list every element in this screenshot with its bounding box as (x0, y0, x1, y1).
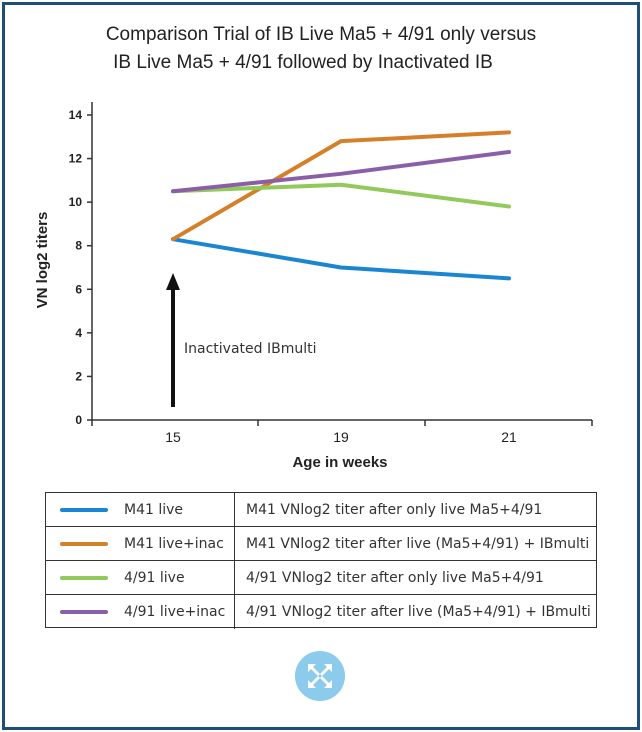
legend-description: M41 VNlog2 titer after only live Ma5+4/9… (246, 502, 543, 518)
legend-row: M41 live+inac M41 VNlog2 titer after liv… (46, 527, 596, 561)
x-tick-label: 19 (333, 429, 349, 445)
legend-series-name: 4/91 live+inac (124, 604, 226, 620)
legend-divider (234, 527, 235, 561)
series-layer (171, 130, 511, 281)
legend-row: 4/91 live+inac 4/91 VNlog2 titer after l… (46, 595, 596, 629)
legend-series-name: 4/91 live (124, 570, 185, 586)
x-axis-label: Age in weeks (292, 454, 387, 471)
y-tick-label: 14 (69, 108, 83, 122)
series-line-m41-live (171, 237, 511, 281)
y-tick-label: 8 (75, 239, 82, 253)
y-tick-label: 12 (69, 152, 83, 166)
annotation-layer: Inactivated IBmulti (166, 273, 316, 407)
x-tick-label: 21 (501, 429, 517, 445)
y-tick-label: 4 (75, 326, 82, 340)
compass-arrows-icon (295, 651, 345, 701)
x-axis: 15 19 21 (91, 419, 593, 445)
legend-divider (234, 595, 235, 629)
y-tick-label: 2 (75, 369, 82, 383)
y-tick-label: 0 (75, 413, 82, 427)
legend-row: M41 live M41 VNlog2 titer after only liv… (46, 493, 596, 527)
y-axis-label: VN log2 titers (34, 212, 51, 309)
legend-divider (234, 493, 235, 527)
legend-swatch (60, 508, 108, 512)
y-tick-label: 10 (69, 195, 83, 209)
line-chart: 0 2 4 6 8 10 12 14 15 19 21 Inactivated IBmulti A… (34, 102, 593, 471)
legend-description: M41 VNlog2 titer after live (Ma5+4/91) +… (246, 536, 590, 552)
annotation-label: Inactivated IBmulti (184, 341, 316, 357)
series-line-4-91-live (171, 182, 511, 209)
x-tick-label: 15 (165, 429, 181, 445)
legend-table: M41 live M41 VNlog2 titer after only liv… (45, 492, 597, 629)
legend-series-name: M41 live (124, 502, 184, 518)
legend-description: 4/91 VNlog2 titer after only live Ma5+4/… (246, 570, 544, 586)
legend-series-name: M41 live+inac (124, 536, 224, 552)
chart-title-line-1: Comparison Trial of IB Live Ma5 + 4/91 o… (105, 24, 537, 45)
legend-swatch (60, 610, 108, 614)
y-axis: 0 2 4 6 8 10 12 14 (69, 102, 93, 427)
legend-row: 4/91 live 4/91 VNlog2 titer after only l… (46, 561, 596, 595)
series-line-m41-live-inac (171, 130, 511, 242)
legend-description: 4/91 VNlog2 titer after live (Ma5+4/91) … (246, 604, 591, 620)
y-tick-label: 6 (75, 282, 82, 296)
series-line-4-91-live-inac (171, 150, 511, 194)
chart-title-line-2: IB Live Ma5 + 4/91 followed by Inactivat… (113, 52, 493, 73)
legend-divider (234, 561, 235, 595)
legend-swatch (60, 542, 108, 546)
annotation-arrow-head (166, 273, 180, 290)
legend-swatch (60, 576, 108, 580)
